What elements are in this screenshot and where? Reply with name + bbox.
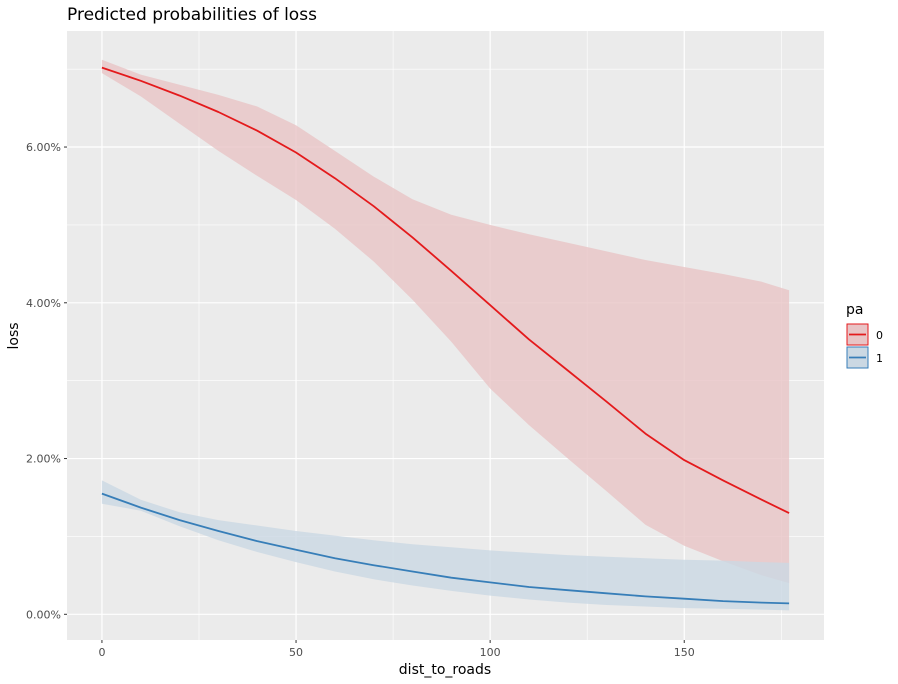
y-tick-label: 2.00% bbox=[26, 453, 61, 466]
series-lines bbox=[101, 66, 790, 605]
chart-title: Predicted probabilities of loss bbox=[67, 5, 317, 25]
x-tick-label: 150 bbox=[674, 646, 695, 659]
confidence-ribbons bbox=[101, 59, 790, 611]
legend-label-1: 1 bbox=[876, 352, 883, 365]
x-axis: 0 50 100 150 bbox=[98, 640, 695, 659]
x-axis-title: dist_to_roads bbox=[399, 662, 491, 678]
line-series-0 bbox=[101, 66, 790, 514]
legend-label-0: 0 bbox=[876, 329, 883, 342]
y-axis: 0.00% 2.00% 4.00% 6.00% bbox=[26, 141, 67, 621]
ribbon-series-1 bbox=[101, 480, 790, 611]
ribbon-series-0 bbox=[101, 59, 790, 584]
legend-title: pa bbox=[846, 302, 863, 318]
y-tick-label: 6.00% bbox=[26, 141, 61, 154]
y-axis-title: loss bbox=[6, 322, 22, 349]
legend: pa 0 1 bbox=[846, 302, 883, 369]
y-tick-label: 4.00% bbox=[26, 297, 61, 310]
line-series-1 bbox=[101, 492, 790, 605]
y-tick-label: 0.00% bbox=[26, 608, 61, 621]
x-tick-label: 0 bbox=[98, 646, 105, 659]
x-tick-label: 50 bbox=[289, 646, 303, 659]
x-tick-label: 100 bbox=[480, 646, 501, 659]
